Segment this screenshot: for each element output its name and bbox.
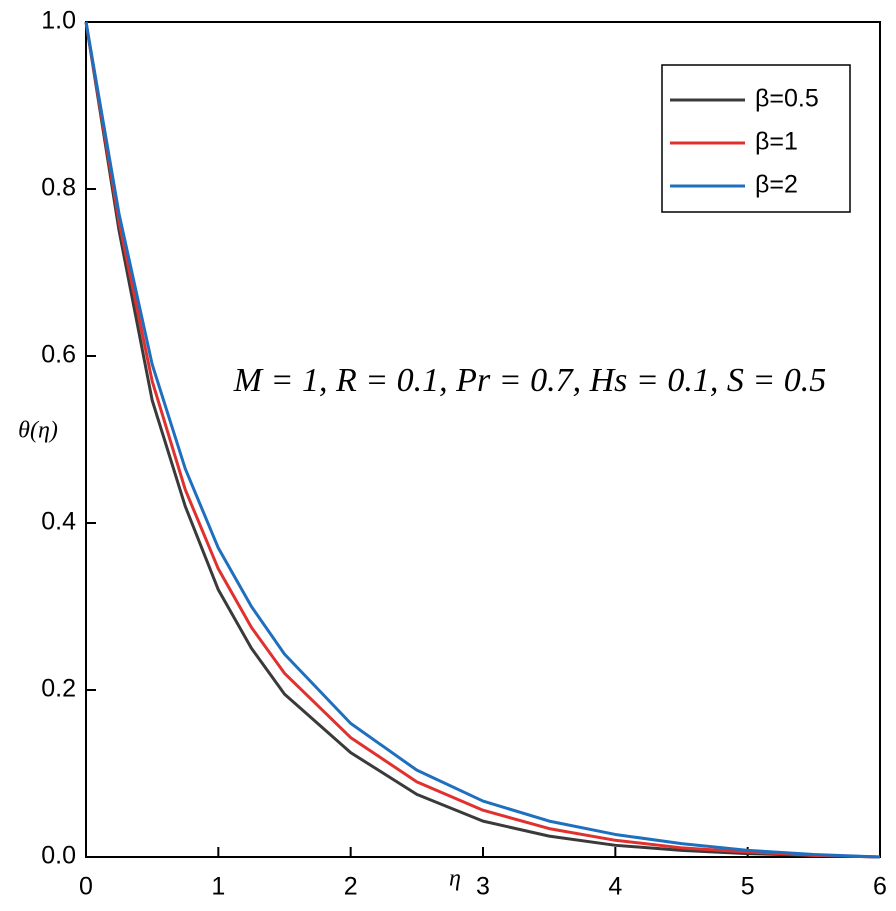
legend-label: β=0.5 bbox=[755, 85, 819, 113]
y-tick-label: 0.2 bbox=[41, 675, 76, 703]
legend-label: β=1 bbox=[755, 128, 798, 156]
x-tick-label: 3 bbox=[476, 873, 490, 901]
x-tick-label: 6 bbox=[873, 873, 887, 901]
x-tick-label: 0 bbox=[79, 873, 93, 901]
series-line bbox=[84, 21, 881, 859]
y-axis-label: θ(η) bbox=[18, 418, 58, 444]
annotation: M = 1, R = 0.1, Pr = 0.7, Hs = 0.1, S = … bbox=[233, 362, 827, 399]
x-tick-label: 5 bbox=[741, 873, 755, 901]
y-tick-label: 0.4 bbox=[41, 508, 76, 536]
y-tick-label: 0.6 bbox=[41, 341, 76, 369]
x-tick-label: 4 bbox=[608, 873, 622, 901]
y-tick-label: 0.0 bbox=[41, 842, 76, 870]
x-tick-label: 1 bbox=[211, 873, 225, 901]
series-line bbox=[84, 21, 881, 859]
x-axis-label: η bbox=[449, 866, 461, 892]
y-tick-label: 1.0 bbox=[41, 7, 76, 35]
x-tick-label: 2 bbox=[344, 873, 358, 901]
series-line bbox=[84, 21, 881, 859]
legend-label: β=2 bbox=[755, 171, 798, 199]
y-tick-label: 0.8 bbox=[41, 174, 76, 202]
